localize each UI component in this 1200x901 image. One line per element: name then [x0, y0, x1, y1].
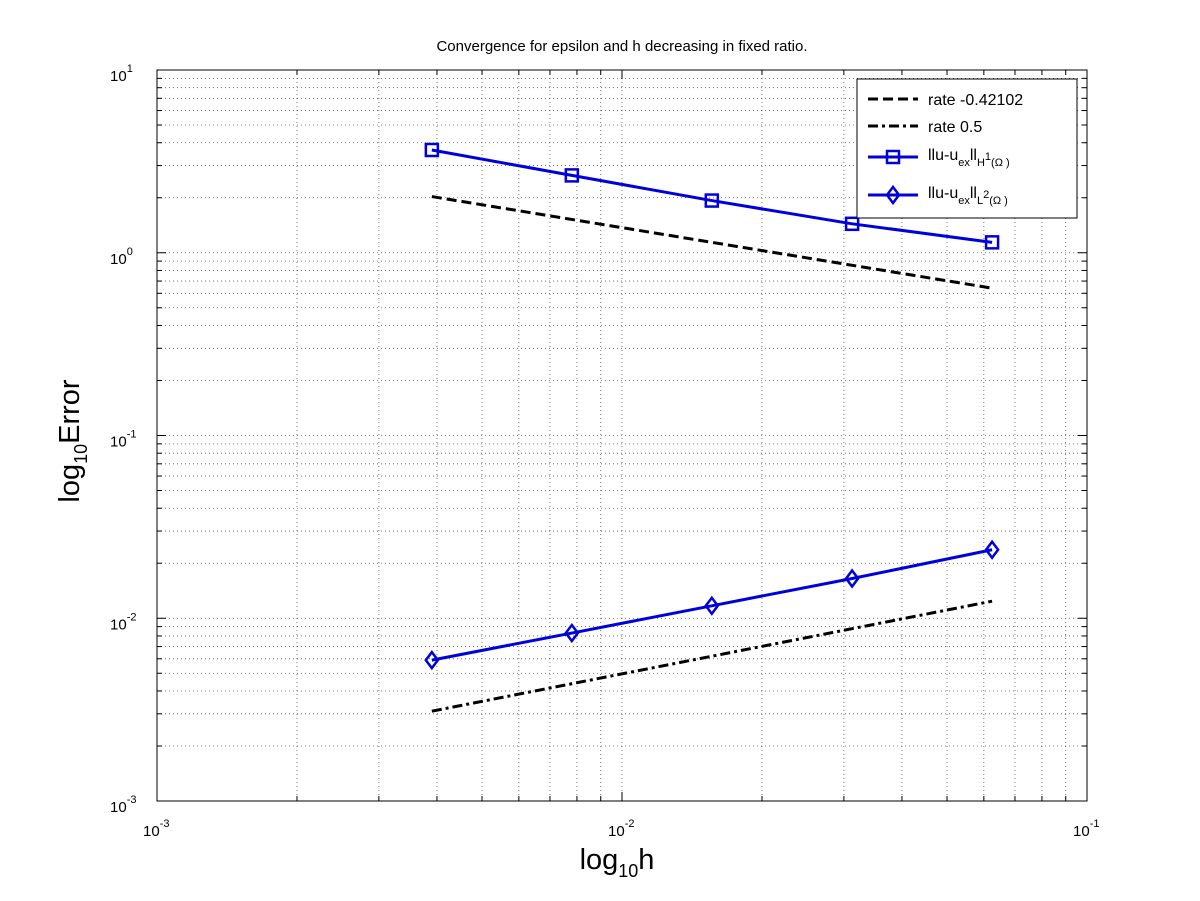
legend-label-h1-error: llu-uexllH1(Ω ): [928, 147, 1010, 169]
y-tick-label: 10-2: [110, 611, 136, 633]
legend-marker-square: [885, 149, 901, 165]
data-point-diamond: [424, 650, 440, 671]
y-tick-labels: 10-3 10-2 10-1 100 101: [110, 63, 136, 816]
data-point-diamond: [564, 622, 580, 644]
series-line-2: [431, 148, 993, 244]
y-tick-label: 100: [110, 246, 133, 268]
y-axis-label-tail: Error: [54, 379, 86, 444]
series-0: [431, 195, 993, 290]
x-tick-label: 10-3: [143, 818, 169, 840]
x-axis-label-base: log: [580, 844, 619, 876]
y-tick-label: 10-1: [110, 429, 136, 451]
data-point-diamond: [885, 184, 901, 206]
series-3: [424, 539, 1000, 671]
y-axis-label: log10Error: [54, 379, 91, 503]
x-tick-labels: 10-3 10-2 10-1: [143, 818, 1099, 840]
legend-label-rate-b: rate 0.5: [928, 119, 982, 136]
y-tick-label: 101: [110, 63, 133, 85]
series-layer: [424, 142, 1000, 713]
y-axis-label-sub: 10: [71, 444, 91, 464]
legend-label-rate-a: rate -0.42102: [928, 92, 1023, 109]
data-point-square: [564, 168, 580, 183]
legend: rate -0.42102 rate 0.5 llu-uexllH1(Ω ) l…: [856, 78, 1078, 219]
series-2: [424, 142, 1000, 250]
x-axis-label-tail: h: [638, 844, 654, 876]
series-line-3: [431, 548, 993, 662]
axis-ticks: [156, 70, 1087, 802]
legend-marker-diamond: [885, 184, 901, 206]
data-point-square: [424, 142, 440, 158]
data-point-diamond: [844, 568, 860, 589]
grid: [157, 70, 1087, 801]
legend-label-l2-error: llu-uexllL2(Ω ): [928, 185, 1008, 207]
x-tick-label: 10-1: [1073, 818, 1099, 840]
chart-title: Convergence for epsilon and h decreasing…: [436, 38, 807, 55]
data-point-square: [844, 216, 860, 232]
data-point-square: [704, 193, 720, 208]
x-axis-label: log10h: [580, 844, 655, 881]
data-point-diamond: [984, 539, 1000, 560]
data-point-square: [984, 235, 1000, 250]
data-point-square: [885, 149, 901, 165]
series-line-0: [431, 195, 993, 290]
y-axis-label-base: log: [54, 464, 86, 503]
y-tick-label: 10-3: [110, 794, 136, 816]
x-tick-label: 10-2: [608, 818, 634, 840]
plot-frame: [156, 69, 1088, 802]
data-point-diamond: [704, 595, 720, 616]
x-axis-label-sub: 10: [618, 861, 638, 881]
